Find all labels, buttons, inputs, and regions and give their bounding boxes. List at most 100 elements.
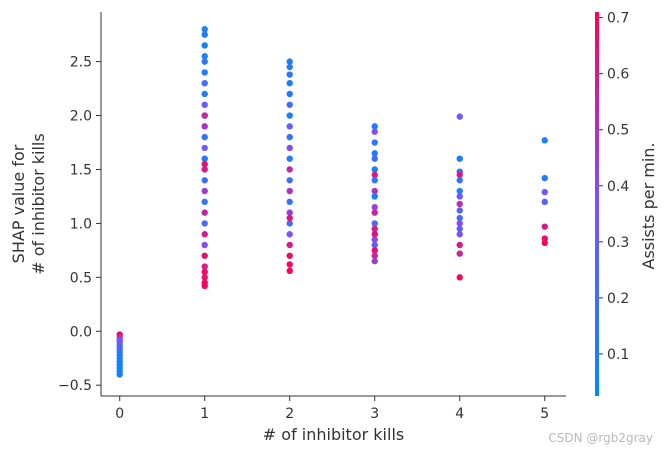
data-point [201, 220, 208, 227]
data-point [456, 177, 463, 184]
data-point [286, 101, 293, 108]
data-point [371, 177, 378, 184]
data-point [456, 250, 463, 257]
data-point [201, 231, 208, 238]
data-point [456, 214, 463, 222]
data-point [371, 225, 378, 233]
data-point [371, 171, 378, 179]
x-tick-label: 0 [115, 406, 124, 422]
data-point [456, 231, 463, 238]
data-point [286, 123, 293, 130]
data-point [201, 144, 208, 152]
data-point [371, 128, 378, 135]
data-point [371, 257, 378, 265]
data-point [371, 187, 378, 195]
data-point [286, 155, 293, 162]
data-point [201, 133, 208, 141]
data-point [201, 187, 208, 195]
data-point [456, 274, 463, 281]
data-point [201, 26, 208, 33]
data-point [456, 187, 463, 195]
data-point [456, 207, 463, 214]
y-axis-title-line: SHAP value for [9, 144, 28, 263]
data-point [201, 268, 208, 276]
data-point [371, 123, 378, 130]
x-tick-label: 3 [370, 406, 379, 422]
data-point [201, 79, 208, 87]
data-point [371, 231, 378, 238]
data-point [456, 171, 463, 179]
data-point [201, 112, 208, 119]
data-point [201, 31, 208, 38]
data-point [371, 139, 378, 146]
data-point [286, 198, 293, 206]
data-point [456, 220, 463, 227]
data-point [201, 263, 208, 270]
data-point [201, 53, 208, 60]
data-point [286, 177, 293, 184]
data-point [201, 123, 208, 130]
data-point [371, 193, 378, 200]
data-point [201, 42, 208, 49]
data-point [201, 160, 208, 168]
data-point [541, 174, 548, 182]
colorbar: 0.1 0.2 0.3 0.4 0.5 0.6 0.7 Assists per min. [595, 11, 658, 396]
data-point [286, 220, 293, 227]
data-point [286, 209, 293, 216]
y-tick-label: 2.5 [70, 55, 92, 71]
data-point [286, 252, 293, 259]
watermark: CSDN @rgb2gray [548, 431, 653, 445]
data-point [371, 247, 378, 254]
data-point [201, 198, 208, 206]
data-point [201, 69, 208, 76]
x-tick-label: 2 [285, 406, 294, 422]
data-point [201, 282, 208, 290]
x-tick-label: 4 [455, 406, 464, 422]
data-point [371, 220, 378, 227]
colorbar-tick-label: 0.1 [607, 347, 629, 363]
scatter-points [116, 26, 548, 378]
y-tick-label: 1.0 [70, 216, 92, 232]
data-point [286, 187, 293, 195]
data-point [541, 188, 548, 196]
data-point [456, 200, 463, 208]
data-point [201, 58, 208, 65]
data-point [201, 155, 208, 162]
colorbar-gradient [595, 12, 599, 396]
data-point [371, 204, 378, 211]
data-point [201, 241, 208, 249]
data-point [456, 225, 463, 233]
y-tick-label: 0.5 [70, 270, 92, 286]
x-tick-label: 1 [200, 406, 209, 422]
y-tick-label: −0.5 [58, 378, 92, 394]
data-point [456, 241, 463, 249]
data-point [201, 252, 208, 259]
colorbar-tick-label: 0.5 [607, 123, 629, 139]
data-point [201, 101, 208, 108]
data-point [371, 150, 378, 157]
data-point [456, 113, 463, 120]
y-axis-title-line: # of inhibitor kills [29, 133, 48, 274]
data-point [116, 371, 123, 378]
colorbar-tick-label: 0.6 [607, 67, 629, 83]
data-point [286, 112, 293, 119]
x-axis-title: # of inhibitor kills [263, 425, 404, 444]
data-point [286, 58, 293, 65]
data-point [541, 239, 548, 247]
x-tick-label: 5 [540, 406, 549, 422]
data-point [286, 267, 293, 275]
y-axis-title: SHAP value for# of inhibitor kills [9, 133, 48, 274]
data-point [371, 241, 378, 249]
y-tick-label: 0.0 [70, 324, 92, 340]
data-point [286, 90, 293, 98]
y-tick-label: 1.5 [70, 162, 92, 178]
data-point [286, 79, 293, 87]
data-point [371, 236, 378, 243]
colorbar-tick-label: 0.2 [607, 291, 629, 307]
data-point [286, 231, 293, 238]
data-point [541, 198, 548, 206]
data-point [286, 166, 293, 173]
data-point [286, 261, 293, 268]
data-point [286, 241, 293, 249]
